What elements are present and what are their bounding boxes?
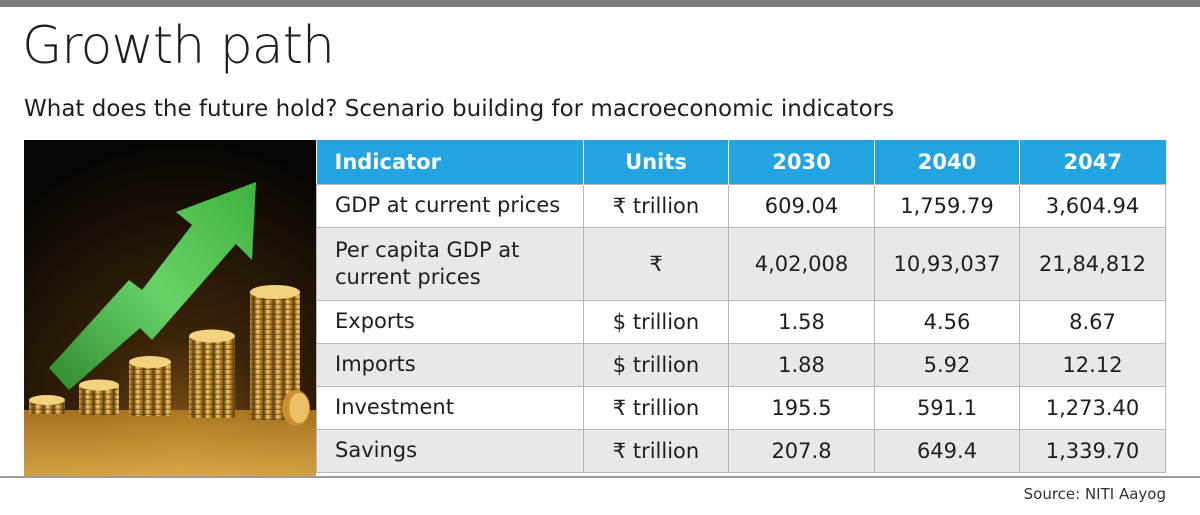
units-cell: ₹ [583, 227, 729, 301]
units-cell: $ trillion [583, 300, 729, 344]
column-header-2047: 2047 [1019, 140, 1166, 185]
units-cell: ₹ trillion [583, 386, 729, 430]
indicator-cell: Per capita GDP at current prices [316, 227, 584, 301]
value-2030-cell: 195.5 [728, 386, 875, 430]
table-row: Imports $ trillion 1.88 5.92 12.12 [316, 343, 1166, 387]
indicator-cell: Imports [316, 343, 584, 387]
table-row: Exports $ trillion 1.58 4.56 8.67 [316, 300, 1166, 344]
value-2030-cell: 1.88 [728, 343, 875, 387]
indicator-cell: Exports [316, 300, 584, 344]
value-2040-cell: 649.4 [874, 429, 1020, 473]
value-2047-cell: 1,339.70 [1019, 429, 1166, 473]
indicator-line: current prices [335, 265, 481, 289]
units-cell: ₹ trillion [583, 429, 729, 473]
table-row: Per capita GDP at current prices ₹ 4,02,… [316, 227, 1166, 301]
indicator-cell: Savings [316, 429, 584, 473]
value-2040-cell: 5.92 [874, 343, 1020, 387]
value-2047-cell: 1,273.40 [1019, 386, 1166, 430]
table-row: GDP at current prices ₹ trillion 609.04 … [316, 184, 1166, 228]
value-2030-cell: 1.58 [728, 300, 875, 344]
column-header-2030: 2030 [728, 140, 875, 185]
value-2040-cell: 1,759.79 [874, 184, 1020, 228]
table-header-row: Indicator Units 2030 2040 2047 [316, 140, 1166, 185]
value-2047-cell: 12.12 [1019, 343, 1166, 387]
value-2030-cell: 609.04 [728, 184, 875, 228]
indicator-line: Per capita GDP at [335, 237, 520, 262]
bottom-rule [0, 476, 1200, 478]
page-title: Growth path [22, 16, 335, 76]
column-header-units: Units [583, 140, 729, 185]
table-row: Investment ₹ trillion 195.5 591.1 1,273.… [316, 386, 1166, 430]
indicator-cell: GDP at current prices [316, 184, 584, 228]
top-rule [0, 0, 1200, 7]
column-header-2040: 2040 [874, 140, 1020, 185]
column-header-indicator: Indicator [316, 140, 584, 185]
units-cell: ₹ trillion [583, 184, 729, 228]
value-2040-cell: 10,93,037 [874, 227, 1020, 301]
value-2030-cell: 4,02,008 [728, 227, 875, 301]
value-2040-cell: 4.56 [874, 300, 1020, 344]
value-2047-cell: 3,604.94 [1019, 184, 1166, 228]
growth-arrow-coins-photo [24, 140, 316, 476]
value-2047-cell: 8.67 [1019, 300, 1166, 344]
value-2030-cell: 207.8 [728, 429, 875, 473]
indicator-cell: Investment [316, 386, 584, 430]
value-2047-cell: 21,84,812 [1019, 227, 1166, 301]
indicators-table: Indicator Units 2030 2040 2047 GDP at cu… [316, 140, 1166, 473]
units-cell: $ trillion [583, 343, 729, 387]
source-credit: Source: NITI Aayog [1023, 485, 1166, 503]
page-subtitle: What does the future hold? Scenario buil… [24, 96, 895, 122]
value-2040-cell: 591.1 [874, 386, 1020, 430]
table-row: Savings ₹ trillion 207.8 649.4 1,339.70 [316, 429, 1166, 473]
